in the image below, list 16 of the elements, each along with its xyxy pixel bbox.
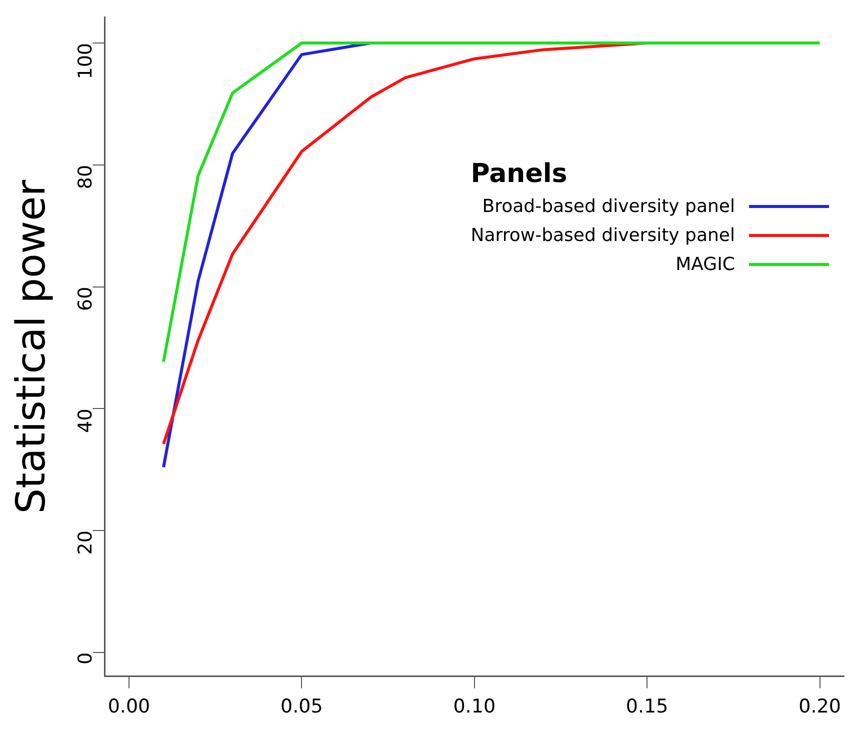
y-tick-label: 60 xyxy=(74,286,97,311)
y-axis-title: Statistical power xyxy=(8,179,54,514)
legend-title: Panels xyxy=(470,158,568,191)
y-tick-label: 20 xyxy=(74,530,97,555)
y-tick-label: 100 xyxy=(74,42,97,80)
y-tick-label: 40 xyxy=(74,408,97,433)
legend-label: MAGIC xyxy=(676,254,735,275)
x-tick-label: 0.10 xyxy=(453,696,496,718)
y-tick-label: 80 xyxy=(74,164,97,190)
x-tick-label: 0.05 xyxy=(280,696,323,718)
x-tick-label: 0.00 xyxy=(108,696,150,718)
legend-label: Narrow-based diversity panel xyxy=(470,224,735,246)
x-tick-label: 0.20 xyxy=(798,696,841,718)
x-tick-label: 0.15 xyxy=(626,696,668,718)
y-tick-label: 0 xyxy=(74,652,97,665)
legend-label: Broad-based diversity panel xyxy=(482,196,735,217)
